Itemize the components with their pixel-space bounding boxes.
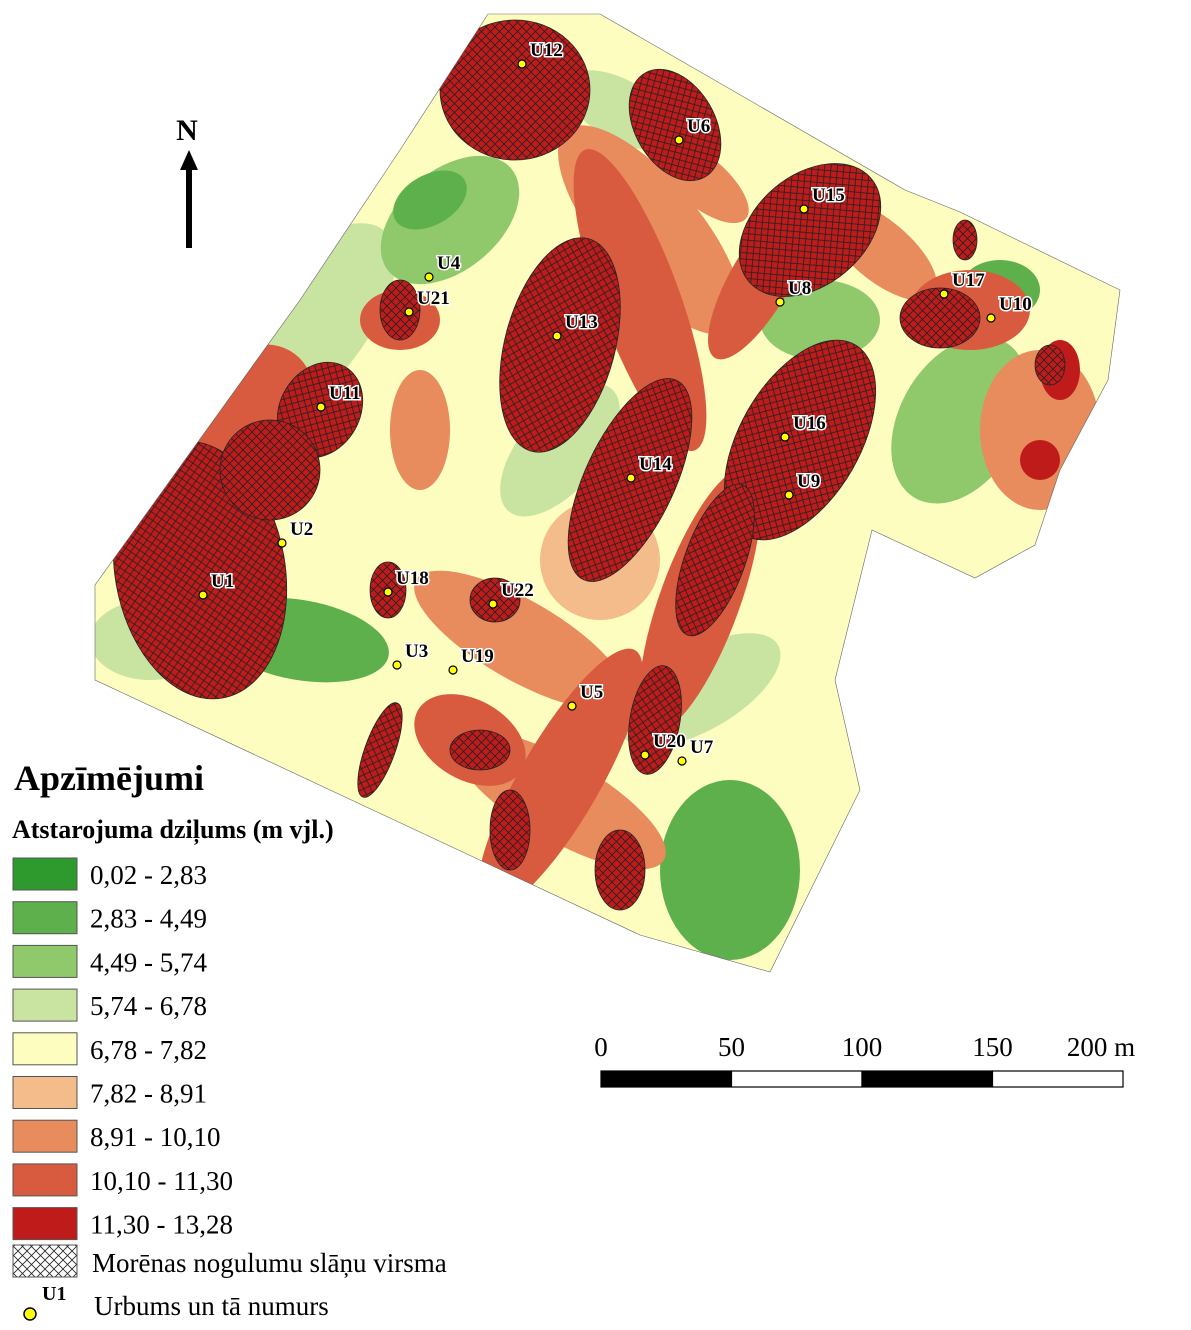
borehole-label: U19 <box>461 646 494 667</box>
borehole-marker <box>785 491 793 499</box>
borehole-label: U7 <box>690 737 714 758</box>
scale-segment <box>601 1071 732 1087</box>
borehole-label: U2 <box>290 519 313 540</box>
borehole-label: U5 <box>580 682 603 703</box>
legend-label: 2,83 - 4,49 <box>90 904 207 934</box>
borehole-label: U8 <box>788 278 811 299</box>
legend-subtitle: Atstarojuma dziļums (m vjl.) <box>12 815 334 845</box>
borehole-marker <box>776 298 784 306</box>
borehole-marker <box>627 474 635 482</box>
till-surface <box>1035 345 1065 385</box>
north-arrow: N <box>176 114 198 248</box>
north-label: N <box>176 114 198 147</box>
borehole-label: U10 <box>999 294 1032 315</box>
scale-label: 100 <box>842 1032 883 1062</box>
scale-segment <box>862 1071 993 1087</box>
borehole-marker <box>641 751 649 759</box>
borehole-label: U1 <box>211 571 234 592</box>
legend-hatch-swatch <box>13 1245 77 1277</box>
borehole-marker <box>800 205 808 213</box>
borehole-marker <box>278 539 286 547</box>
legend-swatch <box>13 902 77 934</box>
scale-bar: 0 50 100 150 200 m <box>594 1032 1135 1087</box>
legend-label: 4,49 - 5,74 <box>90 947 207 977</box>
borehole-marker <box>987 314 995 322</box>
till-surface <box>900 288 980 348</box>
borehole-label: U9 <box>797 471 820 492</box>
scale-segment <box>732 1071 863 1087</box>
till-surface <box>220 420 320 520</box>
depth-zone <box>660 780 800 960</box>
till-surface <box>440 20 590 160</box>
borehole-label: U20 <box>653 731 686 752</box>
borehole-label: U17 <box>952 270 985 291</box>
borehole-marker <box>199 591 207 599</box>
legend-label: 10,10 - 11,30 <box>90 1166 233 1196</box>
borehole-marker <box>449 666 457 674</box>
map-figure: U12U6U15U4U21U13U8U17U10U11U16U14U9U2U1U… <box>0 0 1191 1330</box>
borehole-marker <box>425 273 433 281</box>
scale-label: 150 <box>972 1032 1013 1062</box>
legend-swatch <box>13 945 77 977</box>
borehole-label: U18 <box>396 568 429 589</box>
borehole-label: U13 <box>565 312 598 333</box>
depth-map <box>0 0 1191 1000</box>
till-surface <box>953 220 977 260</box>
legend-label: 7,82 - 8,91 <box>90 1079 207 1109</box>
legend-swatch <box>13 858 77 890</box>
borehole-label: U14 <box>639 454 672 475</box>
till-surface <box>490 790 530 870</box>
scale-label: 200 m <box>1067 1032 1135 1062</box>
borehole-marker <box>518 60 526 68</box>
borehole-label: U11 <box>329 383 361 404</box>
borehole-marker <box>781 433 789 441</box>
legend-borehole-symbol: U1 <box>42 1283 66 1305</box>
legend-swatch <box>13 989 77 1021</box>
legend-swatch <box>13 1208 77 1240</box>
borehole-label: U16 <box>793 413 826 434</box>
depth-zone <box>1020 440 1060 480</box>
legend-label: 6,78 - 7,82 <box>90 1035 207 1065</box>
till-surface <box>595 830 645 910</box>
legend-label: Urbums un tā numurs <box>94 1291 329 1321</box>
legend-label: 5,74 - 6,78 <box>90 991 207 1021</box>
borehole-marker <box>678 757 686 765</box>
borehole-label: U22 <box>501 580 534 601</box>
scale-label: 0 <box>594 1032 608 1062</box>
till-surface <box>380 280 420 340</box>
borehole-label: U15 <box>812 185 845 206</box>
borehole-marker <box>940 290 948 298</box>
borehole-label: U21 <box>417 288 450 309</box>
legend-label: 8,91 - 10,10 <box>90 1122 221 1152</box>
legend-swatch <box>13 1033 77 1065</box>
legend-borehole-marker <box>24 1308 36 1320</box>
till-surface <box>450 730 510 770</box>
depth-zone <box>390 370 450 490</box>
borehole-marker <box>405 308 413 316</box>
scale-label: 50 <box>718 1032 745 1062</box>
legend-label: 11,30 - 13,28 <box>90 1210 233 1240</box>
borehole-label: U3 <box>405 641 428 662</box>
legend-label: Morēnas nogulumu slāņu virsma <box>92 1248 447 1278</box>
legend-swatch <box>13 1120 77 1152</box>
borehole-label: U12 <box>530 40 563 61</box>
borehole-marker <box>675 136 683 144</box>
north-head <box>180 150 198 170</box>
legend-label: 0,02 - 2,83 <box>90 860 207 890</box>
borehole-marker <box>568 702 576 710</box>
scale-segment <box>993 1071 1124 1087</box>
legend-title: Apzīmējumi <box>14 758 204 798</box>
legend-swatch <box>13 1077 77 1109</box>
borehole-label: U6 <box>687 116 710 137</box>
borehole-marker <box>393 661 401 669</box>
borehole-marker <box>489 600 497 608</box>
borehole-marker <box>384 588 392 596</box>
borehole-label: U4 <box>437 253 461 274</box>
borehole-marker <box>553 332 561 340</box>
legend: 0,02 - 2,83 2,83 - 4,49 4,49 - 5,74 5,74 - … <box>13 858 447 1321</box>
borehole-marker <box>317 403 325 411</box>
legend-swatch <box>13 1164 77 1196</box>
